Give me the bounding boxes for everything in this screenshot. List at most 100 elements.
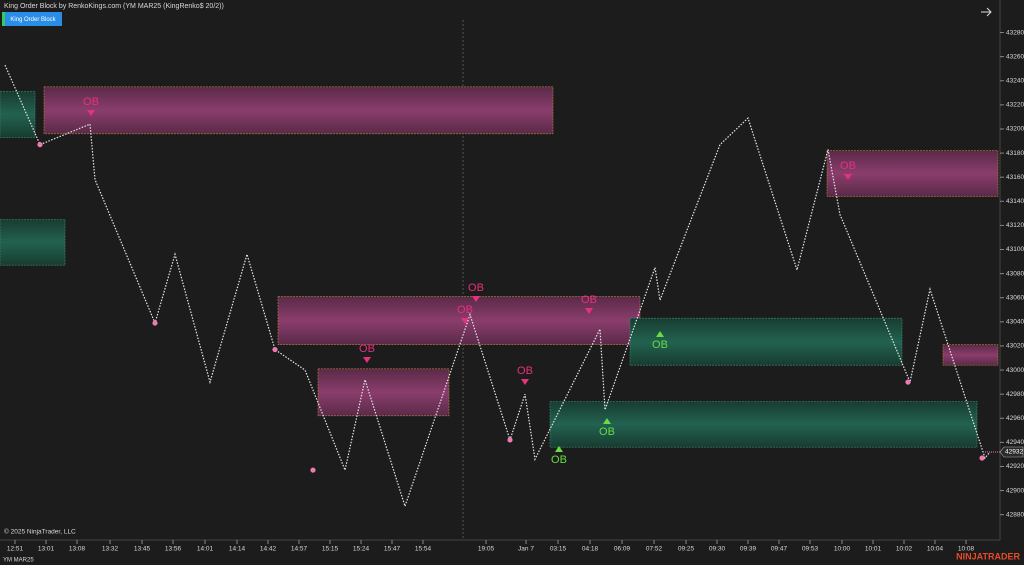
ob-arrow (555, 446, 563, 452)
ob-label: OB (652, 339, 668, 351)
y-tick-label: 42900 (1006, 487, 1024, 494)
x-tick-label: 13:56 (165, 546, 182, 553)
y-tick-label: 42940 (1006, 439, 1024, 446)
ob-arrow (585, 308, 593, 314)
x-tick-label: 15:47 (384, 546, 401, 553)
copyright: © 2025 NinjaTrader, LLC (4, 528, 76, 536)
ob-arrow (844, 174, 852, 180)
y-tick-label: 42880 (1006, 511, 1024, 518)
pivot-dot (507, 437, 513, 443)
y-tick-label: 43240 (1006, 77, 1024, 84)
x-tick-label: Jan 7 (518, 546, 534, 553)
x-tick-label: 09:39 (740, 546, 757, 553)
order-block-zone (942, 344, 999, 366)
ob-arrow (472, 296, 480, 302)
pivot-dot (310, 467, 316, 473)
x-tick-label: 04:18 (582, 546, 599, 553)
ob-arrow (656, 331, 664, 337)
x-tick-label: 10:01 (865, 546, 882, 553)
pivot-dot (905, 379, 911, 385)
y-tick-label: 43100 (1006, 246, 1024, 253)
y-tick-label: 43020 (1006, 343, 1024, 350)
x-tick-label: 13:45 (134, 546, 151, 553)
button-label[interactable]: King Order Block (10, 17, 56, 23)
ob-arrow (461, 318, 469, 324)
x-tick-label: 14:42 (260, 546, 277, 553)
x-tick-label: 10:04 (927, 546, 944, 553)
x-tick-label: 15:24 (353, 546, 370, 553)
x-tick-label: 14:57 (291, 546, 308, 553)
y-tick-label: 43260 (1006, 53, 1024, 60)
order-block-zone (0, 91, 36, 138)
indicator-button[interactable] (2, 12, 62, 26)
order-block-zone (277, 296, 641, 346)
y-tick-label: 43280 (1006, 29, 1024, 36)
order-block-zone (826, 150, 999, 197)
order-block-zone (629, 317, 903, 366)
ob-label: OB (599, 426, 615, 438)
pivot-dot (272, 346, 278, 353)
x-tick-label: 13:08 (69, 546, 86, 553)
y-tick-label: 43200 (1006, 126, 1024, 133)
ob-label: OB (517, 365, 533, 377)
ob-arrow (87, 110, 95, 116)
last-price-label: 42932 (1005, 449, 1023, 456)
chart-title: King Order Block by RenkoKings.com (YM M… (4, 3, 224, 10)
y-tick-label: 42920 (1006, 463, 1024, 470)
y-tick-label: 43180 (1006, 150, 1024, 157)
brand: NINJATRADER (956, 551, 1020, 561)
y-tick-label: 43140 (1006, 198, 1024, 205)
pivot-dot (152, 320, 158, 326)
last-price-tag (999, 446, 1024, 458)
pivot-dot (37, 142, 43, 148)
y-tick-label: 43040 (1006, 319, 1024, 326)
x-tick-label: 14:01 (197, 546, 214, 553)
ob-label: OB (457, 304, 473, 316)
x-tick-label: 09:30 (709, 546, 726, 553)
y-tick-label: 42960 (1006, 415, 1024, 422)
x-tick-label: 09:47 (771, 546, 788, 553)
order-block-zone (43, 86, 554, 135)
ob-label: OB (468, 282, 484, 294)
x-tick-label: 09:53 (802, 546, 819, 553)
ob-label: OB (83, 96, 99, 108)
x-tick-label: 03:15 (550, 546, 567, 553)
arrow-icon[interactable] (981, 7, 992, 17)
x-tick-label: 15:54 (415, 546, 432, 553)
x-tick-label: 15:15 (322, 546, 339, 553)
y-tick-label: 43160 (1006, 174, 1024, 181)
x-tick-label: 19:05 (478, 546, 495, 553)
y-tick-label: 43060 (1006, 294, 1024, 301)
ob-arrow (603, 418, 611, 424)
y-tick-label: 43120 (1006, 222, 1024, 229)
y-tick-label: 43000 (1006, 367, 1024, 374)
x-tick-label: 13:01 (38, 546, 55, 553)
x-tick-label: 09:25 (678, 546, 695, 553)
x-tick-label: 10:00 (834, 546, 851, 553)
pivot-dot (979, 455, 985, 461)
x-tick-label: 06:09 (614, 546, 631, 553)
y-tick-label: 42980 (1006, 391, 1024, 398)
order-block-zone (0, 219, 66, 266)
ob-label: OB (581, 294, 597, 306)
price-path (4, 64, 991, 509)
y-tick-label: 43080 (1006, 270, 1024, 277)
x-tick-label: 10:08 (958, 546, 975, 553)
button-accent (2, 12, 5, 26)
x-tick-label: 13:32 (102, 546, 119, 553)
ob-label: OB (359, 343, 375, 355)
order-block-zone (317, 368, 450, 417)
ob-label: OB (840, 160, 856, 172)
ob-arrow (521, 379, 529, 385)
order-block-zone (549, 401, 978, 448)
x-tick-label: 14:14 (229, 546, 246, 553)
y-tick-label: 43220 (1006, 102, 1024, 109)
x-tick-label: 07:52 (646, 546, 663, 553)
ob-label: OB (551, 454, 567, 466)
x-tick-label: 12:51 (7, 546, 24, 553)
x-tick-label: 10:02 (896, 546, 913, 553)
ob-arrow (363, 357, 371, 363)
instrument: YM MAR25 (3, 558, 34, 564)
